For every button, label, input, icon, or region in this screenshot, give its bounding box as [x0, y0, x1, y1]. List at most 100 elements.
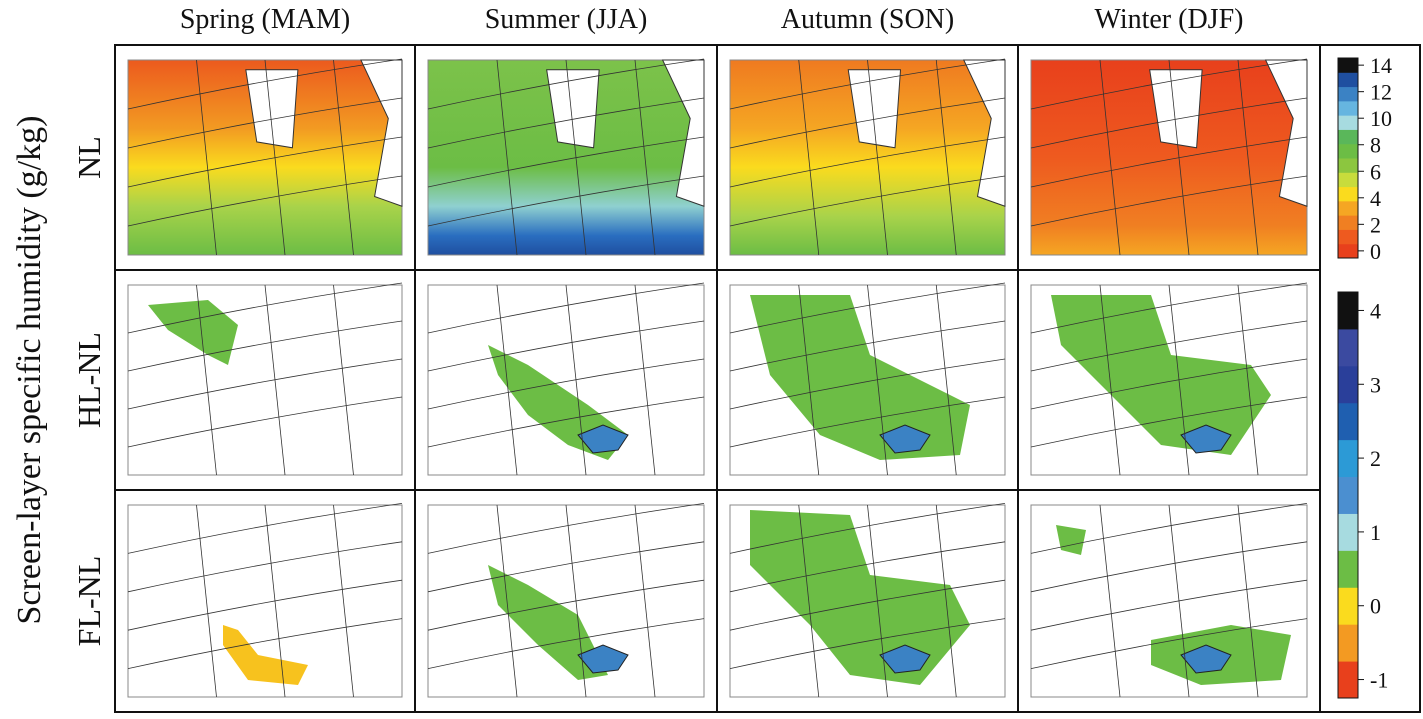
y-axis-label: Screen-layer specific humidity (g/kg) [11, 116, 48, 625]
great-lakes [577, 644, 629, 674]
colorbar-tick-label: 0 [1370, 594, 1381, 619]
map [1030, 503, 1308, 698]
colorbar-tick-label: 2 [1370, 446, 1381, 471]
colorbar-segment [1338, 624, 1358, 662]
colorbar-frame [1319, 44, 1421, 713]
hudson-bay [245, 69, 299, 149]
meridian [264, 284, 286, 476]
boundary [127, 58, 403, 110]
meridian [1237, 504, 1259, 698]
boundary [427, 618, 705, 669]
colorbar-segment [1338, 328, 1358, 367]
colorbar-segment [1338, 158, 1358, 173]
colorbar-segment [1338, 186, 1358, 202]
colorbar-outline [1337, 291, 1359, 699]
colorbar-tick-label: 2 [1370, 212, 1381, 237]
row-label: NL [71, 136, 107, 179]
meridian [1168, 284, 1190, 476]
colorbar-segment [1338, 115, 1358, 130]
boundary [1030, 618, 1308, 669]
colorbar-tick-label: 1 [1370, 520, 1381, 545]
meridian [798, 59, 820, 256]
boundary [729, 579, 1006, 631]
meridian [798, 504, 820, 698]
meridian [565, 59, 587, 256]
boundary [127, 282, 403, 334]
boundary [127, 358, 403, 410]
colorbar-tick-label: 14 [1370, 53, 1392, 78]
boundary [729, 396, 1006, 448]
meridian [1237, 284, 1259, 476]
boundary [427, 97, 705, 149]
colorbar-tick-label: 12 [1370, 80, 1392, 105]
colorbar-tick-label: 6 [1370, 159, 1381, 184]
anomaly-area [223, 625, 308, 685]
boundary [427, 282, 705, 334]
anomaly-area [750, 295, 970, 460]
boundary [427, 358, 705, 410]
great-lakes [879, 424, 931, 454]
boundary [127, 136, 403, 188]
colorbar-segment [1338, 513, 1358, 551]
meridian [333, 504, 354, 698]
map [427, 282, 705, 476]
colorbar-tick-label: 3 [1370, 372, 1381, 397]
boundary [127, 503, 403, 554]
boundary [1030, 320, 1308, 372]
colorbar-segment [1338, 243, 1358, 259]
meridian [935, 59, 957, 256]
meridian [333, 284, 354, 476]
anomaly-area [1051, 295, 1271, 455]
meridian [867, 504, 888, 698]
boundary [729, 136, 1006, 188]
boundary [729, 282, 1006, 334]
meridian [496, 504, 518, 698]
boundary [1030, 97, 1308, 149]
boundary [427, 58, 705, 110]
meridian [196, 284, 217, 476]
colorbar-segment [1338, 86, 1358, 102]
colorbar-segment [1338, 58, 1358, 73]
meridian [867, 59, 888, 256]
colorbar-segment [1338, 550, 1358, 588]
boundary [729, 175, 1006, 227]
great-lakes [577, 424, 629, 454]
meridian [1099, 284, 1121, 476]
colorbar-segment [1338, 72, 1358, 88]
meridian [264, 59, 286, 256]
hudson-bay [847, 69, 902, 149]
anomaly-area [1056, 525, 1086, 555]
boundary [1030, 58, 1308, 110]
boundary [1030, 175, 1308, 227]
colorbar-segment [1338, 215, 1358, 230]
meridian [1168, 59, 1190, 256]
meridian [1099, 59, 1121, 256]
meridian [1168, 504, 1190, 698]
anomaly-area [148, 300, 238, 365]
boundary [127, 320, 403, 372]
great-lakes [1180, 644, 1232, 674]
boundary [1030, 136, 1308, 188]
colorbar-tick-label: 4 [1370, 298, 1381, 323]
colorbar-segment [1338, 587, 1358, 625]
map [729, 503, 1006, 698]
meridian [565, 284, 587, 476]
column-title: Winter (DJF) [1095, 4, 1244, 35]
meridian [1099, 504, 1121, 698]
boundary [729, 358, 1006, 410]
colorbar-segment [1338, 292, 1358, 330]
boundary [427, 579, 705, 631]
map [427, 58, 705, 256]
map [127, 58, 403, 256]
colorbar-segment [1338, 143, 1358, 159]
boundary [127, 396, 403, 448]
boundary [127, 541, 403, 593]
boundary [127, 175, 403, 227]
boundary [427, 175, 705, 227]
map [729, 58, 1006, 256]
colorbar-tick-label: 10 [1370, 106, 1392, 131]
boundary [1030, 579, 1308, 631]
meridian [634, 59, 656, 256]
map [127, 503, 403, 698]
